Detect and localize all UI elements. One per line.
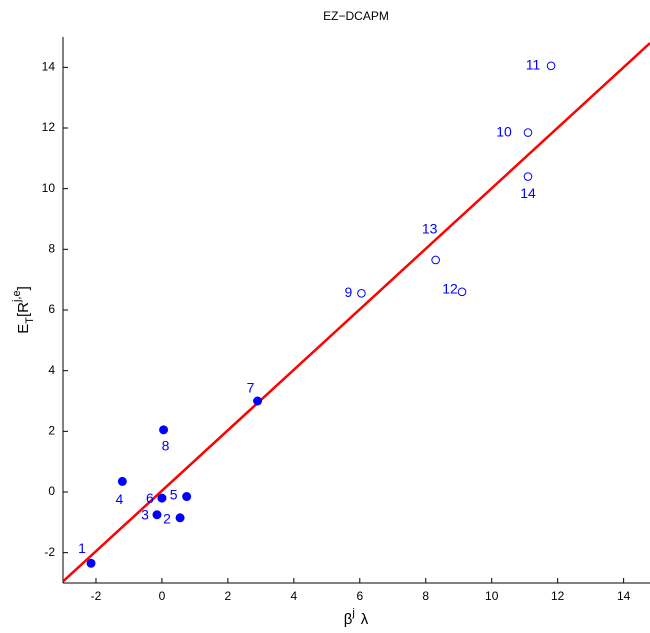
point-label: 12 — [442, 281, 458, 297]
point-label: 1 — [78, 540, 86, 556]
x-label-part: λ — [361, 611, 369, 628]
y-tick-label: 12 — [42, 120, 56, 134]
fit-line — [63, 42, 650, 583]
y-tick-label: 14 — [42, 60, 56, 74]
point-label: 9 — [345, 284, 353, 300]
point-label: 8 — [162, 438, 170, 454]
x-tick-label: 6 — [356, 589, 363, 603]
point-label: 5 — [170, 486, 178, 502]
y-tick-label: 0 — [48, 484, 55, 498]
x-label-sup: j — [351, 607, 354, 619]
x-tick-label: 12 — [551, 589, 565, 603]
y-label-part: ] — [15, 286, 32, 290]
x-label-part: β — [344, 611, 353, 628]
x-tick-label: -2 — [91, 589, 102, 603]
y-tick-label: -2 — [44, 545, 55, 559]
x-tick-label: 14 — [617, 589, 631, 603]
y-tick-label: 4 — [48, 363, 55, 377]
x-tick-label: 2 — [225, 589, 232, 603]
y-tick-label: 8 — [48, 242, 55, 256]
point-label: 3 — [141, 506, 149, 522]
point — [431, 255, 440, 265]
y-axis-label: ET[Rj,e] — [11, 286, 36, 334]
point — [182, 492, 192, 502]
point — [253, 396, 263, 406]
point — [117, 476, 127, 486]
x-tick-label: 0 — [159, 589, 166, 603]
point-label: 4 — [115, 491, 123, 507]
y-tick-label: 6 — [48, 302, 55, 316]
y-label-part: E — [15, 324, 32, 334]
chart-title: EZ−DCAPM — [323, 9, 389, 23]
point — [86, 558, 96, 568]
point — [357, 289, 366, 298]
x-tick-label: 10 — [485, 589, 499, 603]
x-axis-label: βj λ — [344, 607, 369, 628]
x-tick-label: 4 — [290, 589, 297, 603]
point — [152, 510, 162, 520]
point-label: 13 — [422, 221, 438, 237]
point-label: 2 — [163, 510, 171, 526]
point — [523, 128, 533, 137]
y-tick-label: 2 — [48, 424, 55, 438]
point-label: 14 — [520, 185, 536, 201]
point — [546, 61, 556, 71]
point — [457, 287, 467, 297]
y-tick-label: 10 — [42, 181, 56, 195]
x-tick-label: 8 — [422, 589, 429, 603]
point-label: 10 — [496, 123, 512, 139]
point — [157, 493, 167, 503]
y-label-sup: j,e — [11, 290, 23, 303]
y-label-sub: T — [24, 317, 36, 324]
point-label: 6 — [146, 490, 154, 506]
y-label-part: [R — [15, 302, 32, 317]
point-label: 7 — [247, 380, 255, 396]
point — [159, 425, 169, 435]
point-label: 11 — [526, 57, 541, 73]
point — [175, 513, 185, 523]
point — [523, 172, 533, 181]
